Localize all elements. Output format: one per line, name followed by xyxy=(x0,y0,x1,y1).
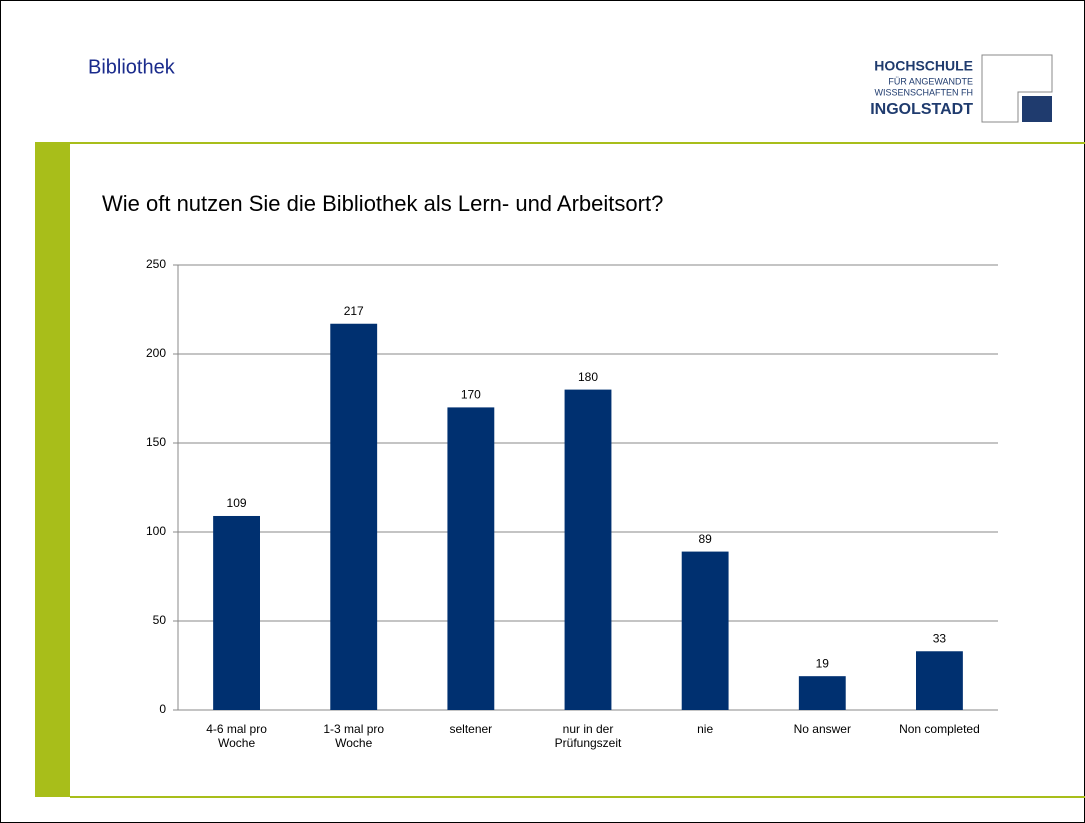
data-label: 33 xyxy=(933,631,947,645)
side-bar xyxy=(35,143,70,797)
logo-line: INGOLSTADT xyxy=(870,101,973,118)
y-tick-label: 0 xyxy=(159,702,166,716)
data-label: 89 xyxy=(698,532,712,546)
bar xyxy=(681,551,729,710)
logo-line: WISSENSCHAFTEN FH xyxy=(874,87,973,97)
chart-title: Wie oft nutzen Sie die Bibliothek als Le… xyxy=(102,191,663,216)
y-tick-label: 150 xyxy=(146,435,166,449)
y-tick-label: 50 xyxy=(153,613,167,627)
logo-square xyxy=(1022,96,1052,122)
header-title: Bibliothek xyxy=(88,56,176,78)
data-label: 109 xyxy=(227,496,247,510)
data-label: 180 xyxy=(578,370,598,384)
y-tick-label: 100 xyxy=(146,524,166,538)
bar xyxy=(213,515,260,710)
logo-line: HOCHSCHULE xyxy=(874,58,973,74)
x-tick-label: 1-3 mal pro Woche xyxy=(323,722,385,750)
data-label: 217 xyxy=(344,304,364,318)
logo-line: FÜR ANGEWANDTE xyxy=(888,76,973,86)
logo-frame xyxy=(981,54,1053,123)
y-tick-label: 250 xyxy=(146,257,166,271)
data-label: 170 xyxy=(461,388,481,402)
x-tick-label: seltener xyxy=(449,722,493,736)
x-tick-label: nie xyxy=(697,722,714,736)
bar xyxy=(916,651,963,710)
x-tick-label: No answer xyxy=(793,722,851,736)
x-tick-label: Non completed xyxy=(899,722,980,736)
bar xyxy=(330,323,378,710)
bar xyxy=(447,407,495,710)
x-tick-label: nur in der Prüfungszeit xyxy=(554,722,622,750)
data-label: 19 xyxy=(816,656,830,670)
bar xyxy=(798,676,846,710)
y-tick-label: 200 xyxy=(146,346,166,360)
bar xyxy=(564,389,612,710)
x-tick-label: 4-6 mal pro Woche xyxy=(206,722,267,750)
